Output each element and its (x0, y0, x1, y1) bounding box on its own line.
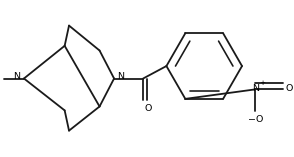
Text: O: O (285, 84, 293, 93)
Text: −O: −O (248, 115, 264, 124)
Text: N: N (252, 84, 259, 93)
Text: N: N (13, 72, 20, 81)
Text: N: N (117, 72, 124, 81)
Text: O: O (145, 104, 152, 113)
Text: +: + (259, 80, 265, 86)
